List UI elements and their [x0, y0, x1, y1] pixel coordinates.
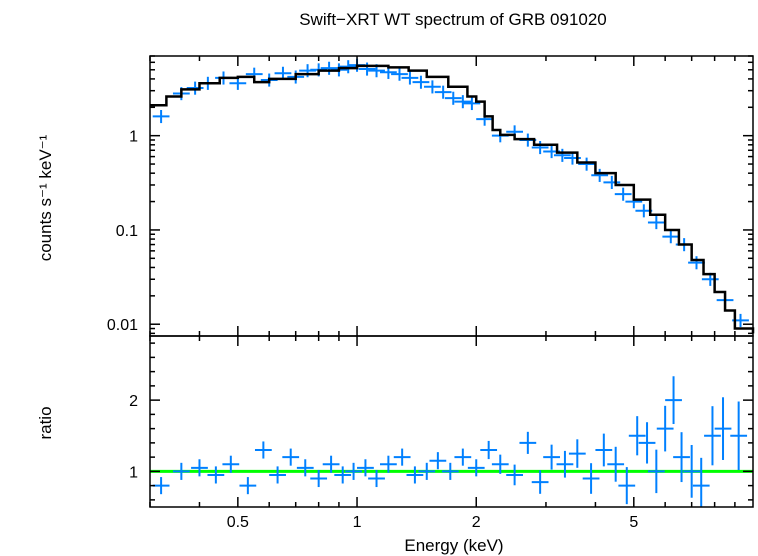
- spectrum-data-point: [320, 61, 338, 75]
- ratio-data-point: [568, 439, 586, 468]
- ratio-data-point: [506, 464, 523, 486]
- ratio-data-point: [607, 446, 625, 482]
- ratio-data-point: [491, 454, 509, 474]
- spectrum-data-point: [339, 60, 357, 74]
- spectrum-data-point: [531, 141, 549, 155]
- ratio-data-point: [647, 449, 665, 494]
- ratio-data-point: [441, 462, 459, 480]
- ratio-data-point: [429, 452, 447, 470]
- ratio-data-point: [467, 459, 485, 477]
- ratio-y-axis-label: ratio: [36, 406, 55, 439]
- ratio-data-point: [665, 376, 682, 424]
- spectrum-data-point: [688, 256, 705, 270]
- ratio-data-point: [519, 431, 537, 454]
- spectrum-data-point: [412, 75, 430, 89]
- ratio-data-point: [368, 469, 385, 488]
- ratio-data-point: [730, 401, 748, 470]
- ratio-data-point: [683, 445, 701, 498]
- ratio-data-point: [254, 441, 272, 459]
- ratio-data-point: [322, 455, 340, 473]
- ratio-data-point: [406, 466, 424, 484]
- spectrum-data-point: [424, 80, 441, 94]
- ratio-data-point: [222, 455, 240, 473]
- ratio-y-tick-label: 2: [129, 393, 138, 410]
- ratio-data-point: [628, 416, 646, 456]
- ratio-data-point: [172, 462, 190, 480]
- spectrum-data-point: [647, 216, 665, 230]
- spectrum-data-point: [463, 96, 481, 111]
- spectrum-data-point: [152, 109, 170, 124]
- ratio-plot-frame: [149, 335, 754, 508]
- ratio-data-point: [480, 440, 498, 460]
- spectrum-data-point: [662, 230, 680, 244]
- ratio-data-series: [152, 376, 748, 507]
- ratio-panel: 12: [129, 335, 754, 508]
- ratio-data-point: [556, 450, 574, 478]
- ratio-data-point: [638, 422, 656, 464]
- ratio-data-point: [393, 448, 411, 466]
- x-axis-label: Energy (keV): [404, 536, 503, 555]
- spectrum-data-point: [591, 168, 609, 182]
- ratio-data-point: [595, 433, 613, 467]
- ratio-data-point: [191, 459, 208, 477]
- ratio-data-point: [207, 466, 225, 484]
- ratio-data-point: [357, 459, 374, 477]
- spectrum-data-point: [391, 67, 408, 81]
- ratio-data-point: [296, 459, 314, 477]
- x-tick-label: 5: [629, 514, 638, 531]
- spectrum-data-point: [578, 157, 596, 171]
- x-tick-label: 1: [353, 514, 362, 531]
- ratio-data-point: [269, 466, 286, 484]
- spectrum-data-point: [444, 91, 462, 105]
- ratio-data-point: [656, 405, 674, 452]
- ratio-data-point: [692, 457, 710, 507]
- ratio-y-tick-label: 1: [129, 464, 138, 481]
- spectrum-panel: 1 0.1 0.01: [107, 55, 755, 337]
- spectrum-y-tick-label: 1: [129, 129, 138, 146]
- spectrum-data-point: [603, 175, 621, 189]
- spectrum-data-point: [553, 148, 571, 162]
- x-tick-label: 2: [472, 514, 481, 531]
- ratio-data-point: [704, 406, 721, 466]
- ratio-data-point: [310, 469, 328, 488]
- ratio-data-point: [418, 462, 436, 480]
- spectrum-data-series: [152, 58, 749, 327]
- ratio-data-point: [618, 467, 636, 505]
- ratio-data-point: [380, 455, 397, 473]
- spectrum-data-point: [434, 85, 452, 99]
- spectrum-model-line: [150, 64, 755, 334]
- ratio-data-point: [334, 466, 352, 484]
- ratio-data-point: [152, 477, 170, 495]
- ratio-data-point: [673, 432, 690, 483]
- ratio-data-point: [714, 397, 732, 460]
- ratio-data-point: [531, 470, 549, 494]
- spectrum-y-axis-label: counts s⁻¹ keV⁻¹: [36, 134, 55, 261]
- ratio-data-point: [282, 448, 300, 466]
- spectrum-y-tick-label: 0.1: [116, 223, 138, 240]
- ratio-data-point: [239, 477, 257, 495]
- ratio-data-point: [582, 463, 600, 494]
- ratio-data-point: [454, 448, 472, 466]
- chart-title: Swift−XRT WT spectrum of GRB 091020: [299, 10, 607, 29]
- ratio-data-point: [345, 462, 362, 480]
- spectrum-data-point: [401, 71, 419, 85]
- spectrum-data-point: [614, 187, 632, 201]
- spectrum-data-point: [454, 95, 472, 109]
- spectrum-y-tick-label: 0.01: [107, 317, 138, 334]
- x-tick-label: 0.5: [227, 514, 249, 531]
- ratio-data-point: [543, 444, 560, 470]
